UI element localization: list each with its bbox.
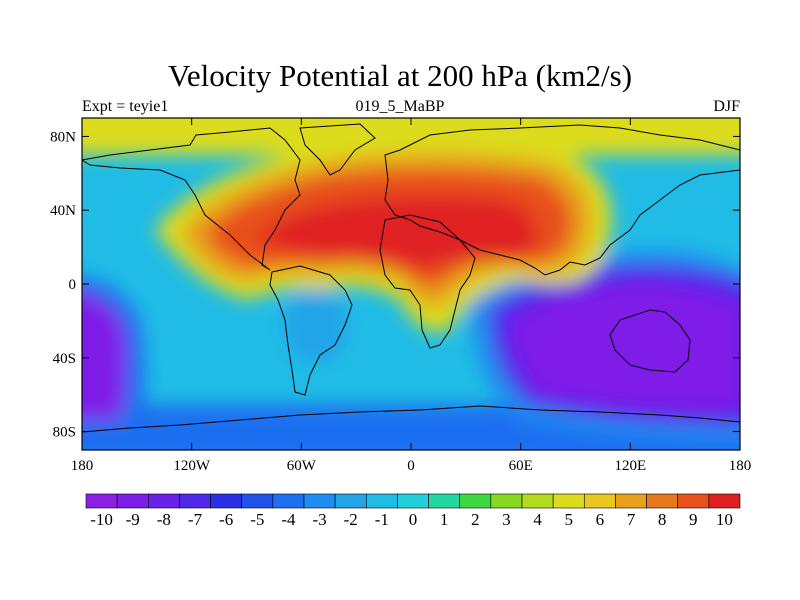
contour-field — [82, 118, 740, 450]
colorbar-box — [303, 493, 336, 509]
x-tick-label: 180 — [729, 458, 752, 474]
colorbar-label: -7 — [188, 510, 203, 529]
coastline-south-america — [269, 265, 353, 396]
colorbar-box — [521, 493, 554, 509]
colorbar-box — [116, 493, 149, 509]
colorbar-box — [615, 493, 647, 509]
coastline-eurasia — [384, 124, 740, 276]
coastline-africa — [379, 214, 476, 349]
x-tick-label: 120W — [173, 458, 211, 474]
field-low-eastpacific-core — [82, 292, 127, 420]
colorbar-label: 4 — [533, 510, 542, 529]
coastline-greenland — [299, 123, 376, 176]
colorbar-box — [646, 493, 679, 509]
colorbar-label: -8 — [157, 510, 171, 529]
x-tick-label: 0 — [407, 458, 415, 474]
x-tick-label: 120E — [614, 458, 646, 474]
field-high-core — [255, 195, 538, 270]
colorbar-box — [583, 493, 616, 509]
chart-title: Velocity Potential at 200 hPa (km2/s) — [167, 58, 633, 93]
x-tick-label: 60E — [509, 458, 533, 474]
colorbar-label: 5 — [564, 510, 573, 529]
colorbar-label: -1 — [375, 510, 389, 529]
colorbar-label: -3 — [312, 510, 326, 529]
colorbar-label: 0 — [409, 510, 418, 529]
colorbar-label: -4 — [281, 510, 296, 529]
experiment-label: Expt = teyie1 — [82, 98, 169, 115]
colorbar-box — [677, 493, 710, 509]
colorbar-label: 1 — [440, 510, 449, 529]
colorbar-box — [272, 493, 305, 509]
colorbar-box — [428, 493, 461, 509]
coastline-australia — [609, 309, 691, 373]
colorbar-box — [552, 493, 585, 509]
y-tick-label: 80S — [53, 425, 76, 441]
colorbar-label: -2 — [344, 510, 358, 529]
coastline-antarctica — [82, 405, 740, 433]
colorbar-box — [708, 493, 741, 509]
run-label: 019_5_MaBP — [355, 98, 445, 115]
field-low-southamerica — [283, 287, 347, 363]
colorbar-box — [365, 493, 398, 509]
x-tick-label: 60W — [287, 458, 317, 474]
season-label: DJF — [713, 98, 740, 115]
colorbar: -10 -9 -8 -7 -6 -5 -4 -3 -2 -1 0 1 2 3 4 5 6 7 8 9 10 — [85, 493, 741, 529]
colorbar-box — [241, 493, 274, 509]
colorbar-label: 10 — [716, 510, 733, 529]
coastlines — [82, 123, 740, 433]
y-tick-label: 40S — [53, 351, 76, 367]
y-tick-label: 0 — [69, 277, 77, 293]
colorbar-label: 6 — [596, 510, 605, 529]
colorbar-label: -9 — [126, 510, 140, 529]
colorbar-label: -6 — [219, 510, 233, 529]
colorbar-label: 2 — [471, 510, 480, 529]
map-axes: 180 120W 60W 0 60E 120E 180 80N 40N 0 40S 80S — [50, 118, 751, 474]
colorbar-label: 8 — [658, 510, 667, 529]
y-tick-label: 40N — [50, 203, 76, 219]
colorbar-box — [334, 493, 367, 509]
colorbar-box — [459, 493, 492, 509]
y-tick-label: 80N — [50, 129, 76, 145]
colorbar-box — [397, 493, 429, 509]
colorbar-box — [490, 493, 523, 509]
x-tick-label: 180 — [71, 458, 94, 474]
colorbar-label: 9 — [689, 510, 698, 529]
coastline-north-america — [82, 127, 301, 271]
colorbar-box — [210, 493, 243, 509]
colorbar-label: -5 — [250, 510, 264, 529]
colorbar-box — [147, 493, 180, 509]
colorbar-label: 7 — [627, 510, 636, 529]
field-low-indopacific-center — [510, 282, 740, 412]
colorbar-label: -10 — [90, 510, 113, 529]
colorbar-label: 3 — [502, 510, 511, 529]
colorbar-box — [179, 493, 211, 509]
colorbar-box — [85, 493, 118, 509]
